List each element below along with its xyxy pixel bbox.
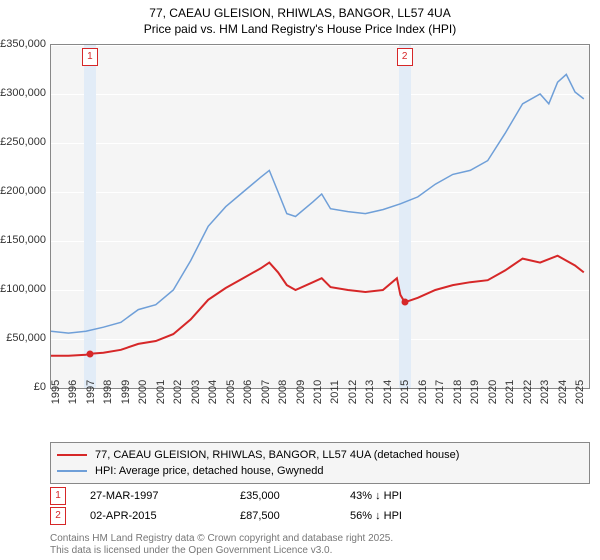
legend-label-property: 77, CAEAU GLEISION, RHIWLAS, BANGOR, LL5… bbox=[95, 449, 459, 461]
sale-row-2: 2 02-APR-2015 £87,500 56% ↓ HPI bbox=[50, 506, 590, 526]
x-axis-label: 2021 bbox=[504, 380, 516, 404]
legend-label-hpi: HPI: Average price, detached house, Gwyn… bbox=[95, 465, 324, 477]
sale-price-1: £35,000 bbox=[240, 490, 350, 502]
legend: 77, CAEAU GLEISION, RHIWLAS, BANGOR, LL5… bbox=[50, 442, 590, 484]
x-axis-label: 2015 bbox=[399, 380, 411, 404]
plot-area: 12 bbox=[50, 44, 590, 389]
sale-price-2: £87,500 bbox=[240, 510, 350, 522]
x-axis-label: 2025 bbox=[574, 380, 586, 404]
sale-marker-1: 1 bbox=[50, 487, 66, 505]
x-axis-label: 1997 bbox=[85, 380, 97, 404]
y-axis-label: £50,000 bbox=[6, 332, 46, 344]
x-axis-label: 2004 bbox=[207, 380, 219, 404]
series-property bbox=[51, 256, 584, 356]
x-axis-label: 2009 bbox=[295, 380, 307, 404]
y-axis-label: £0 bbox=[34, 381, 46, 393]
legend-swatch-hpi bbox=[57, 470, 87, 472]
chart-title: 77, CAEAU GLEISION, RHIWLAS, BANGOR, LL5… bbox=[0, 0, 600, 37]
x-axis-label: 2007 bbox=[260, 380, 272, 404]
x-axis-label: 2001 bbox=[155, 380, 167, 404]
sale-marker-2: 2 bbox=[50, 507, 66, 525]
sale-marker-flag: 2 bbox=[397, 48, 413, 66]
sale-date-2: 02-APR-2015 bbox=[90, 510, 240, 522]
chart-area: £0 £50,000 £100,000 £150,000 £200,000 £250,00… bbox=[0, 44, 600, 414]
y-axis-label: £250,000 bbox=[0, 136, 46, 148]
sale-row-1: 1 27-MAR-1997 £35,000 43% ↓ HPI bbox=[50, 486, 590, 506]
x-axis-label: 2023 bbox=[539, 380, 551, 404]
x-axis-label: 2012 bbox=[347, 380, 359, 404]
x-axis-label: 2019 bbox=[469, 380, 481, 404]
x-axis-label: 1999 bbox=[120, 380, 132, 404]
sale-pct-2: 56% ↓ HPI bbox=[350, 510, 470, 522]
line-series bbox=[51, 45, 589, 388]
x-axis-label: 2010 bbox=[312, 380, 324, 404]
x-axis-label: 2005 bbox=[225, 380, 237, 404]
x-axis-label: 2006 bbox=[242, 380, 254, 404]
x-axis-label: 2003 bbox=[190, 380, 202, 404]
sale-date-1: 27-MAR-1997 bbox=[90, 490, 240, 502]
x-axis-label: 2022 bbox=[522, 380, 534, 404]
x-axis-label: 2002 bbox=[172, 380, 184, 404]
x-axis-label: 2016 bbox=[417, 380, 429, 404]
title-line1: 77, CAEAU GLEISION, RHIWLAS, BANGOR, LL5… bbox=[0, 6, 600, 22]
attribution-line1: Contains HM Land Registry data © Crown c… bbox=[50, 533, 393, 545]
x-axis-label: 1996 bbox=[67, 380, 79, 404]
series-hpi bbox=[51, 74, 584, 333]
x-axis-label: 2014 bbox=[382, 380, 394, 404]
attribution: Contains HM Land Registry data © Crown c… bbox=[50, 533, 393, 557]
title-line2: Price paid vs. HM Land Registry's House … bbox=[0, 22, 600, 38]
x-axis-label: 2011 bbox=[329, 380, 341, 404]
y-axis-label: £350,000 bbox=[0, 38, 46, 50]
x-axis-label: 1998 bbox=[102, 380, 114, 404]
x-axis-label: 2024 bbox=[557, 380, 569, 404]
y-axis-label: £100,000 bbox=[0, 283, 46, 295]
x-axis-label: 2020 bbox=[487, 380, 499, 404]
attribution-line2: This data is licensed under the Open Gov… bbox=[50, 545, 393, 557]
sale-pct-1: 43% ↓ HPI bbox=[350, 490, 470, 502]
x-axis-label: 2008 bbox=[277, 380, 289, 404]
legend-swatch-property bbox=[57, 454, 87, 456]
x-axis-label: 2000 bbox=[137, 380, 149, 404]
x-axis-label: 1995 bbox=[50, 380, 62, 404]
x-axis-label: 2013 bbox=[364, 380, 376, 404]
sale-marker-flag: 1 bbox=[82, 48, 98, 66]
x-axis-label: 2017 bbox=[434, 380, 446, 404]
sale-dot bbox=[401, 299, 408, 306]
y-axis-label: £150,000 bbox=[0, 234, 46, 246]
x-axis-label: 2018 bbox=[452, 380, 464, 404]
sale-dot bbox=[86, 350, 93, 357]
legend-item-hpi: HPI: Average price, detached house, Gwyn… bbox=[57, 463, 583, 479]
sales-table: 1 27-MAR-1997 £35,000 43% ↓ HPI 2 02-APR… bbox=[50, 486, 590, 526]
y-axis-label: £300,000 bbox=[0, 87, 46, 99]
legend-item-property: 77, CAEAU GLEISION, RHIWLAS, BANGOR, LL5… bbox=[57, 447, 583, 463]
y-axis-label: £200,000 bbox=[0, 185, 46, 197]
